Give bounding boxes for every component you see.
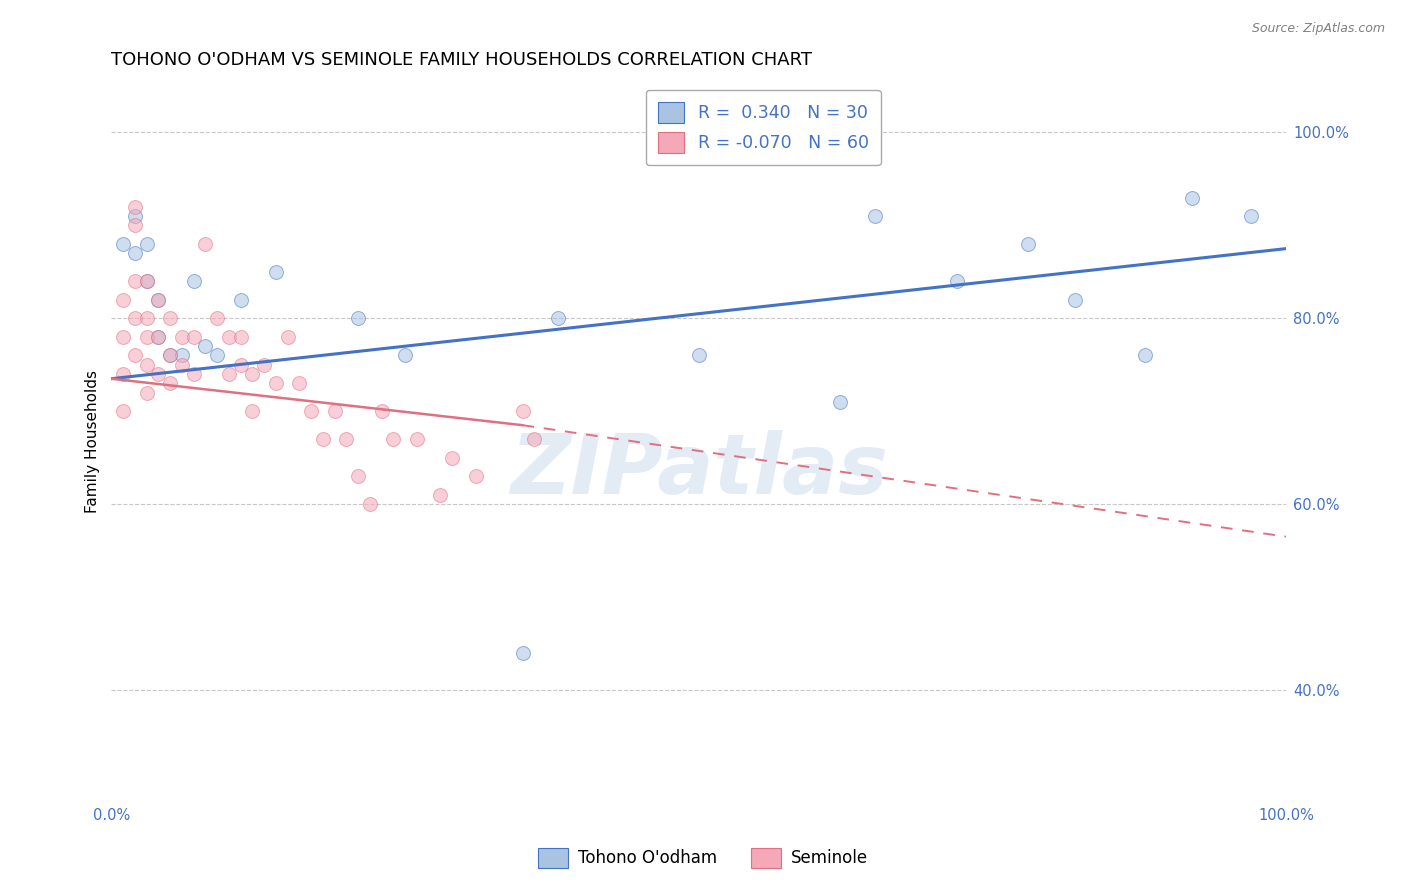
Point	[112, 237, 135, 252]
Point	[946, 274, 969, 288]
Point	[688, 349, 710, 363]
Point	[323, 404, 346, 418]
Point	[183, 274, 205, 288]
Point	[264, 265, 287, 279]
Point	[547, 311, 569, 326]
Point	[1133, 349, 1156, 363]
Point	[135, 274, 157, 288]
Point	[135, 330, 157, 344]
Point	[148, 293, 170, 307]
Point	[359, 497, 381, 511]
Text: TOHONO O'ODHAM VS SEMINOLE FAMILY HOUSEHOLDS CORRELATION CHART: TOHONO O'ODHAM VS SEMINOLE FAMILY HOUSEH…	[111, 51, 813, 69]
Point	[148, 330, 170, 344]
Point	[194, 237, 217, 252]
Point	[124, 209, 146, 223]
Point	[194, 339, 217, 353]
Legend: Tohono O'odham, Seminole: Tohono O'odham, Seminole	[531, 841, 875, 875]
Point	[148, 367, 170, 381]
Point	[229, 293, 252, 307]
Point	[335, 432, 357, 446]
Point	[148, 330, 170, 344]
Point	[148, 293, 170, 307]
Point	[405, 432, 427, 446]
Point	[124, 200, 146, 214]
Legend: R =  0.340   N = 30, R = -0.070   N = 60: R = 0.340 N = 30, R = -0.070 N = 60	[645, 90, 882, 165]
Point	[170, 349, 193, 363]
Point	[124, 349, 146, 363]
Point	[112, 330, 135, 344]
Point	[159, 376, 181, 391]
Point	[218, 367, 240, 381]
Point	[347, 311, 370, 326]
Point	[170, 330, 193, 344]
Point	[124, 274, 146, 288]
Point	[1017, 237, 1039, 252]
Point	[112, 404, 135, 418]
Point	[229, 330, 252, 344]
Point	[370, 404, 392, 418]
Point	[863, 209, 886, 223]
Point	[312, 432, 335, 446]
Point	[1181, 190, 1204, 204]
Point	[218, 330, 240, 344]
Point	[288, 376, 311, 391]
Point	[464, 469, 486, 483]
Point	[124, 246, 146, 260]
Point	[135, 274, 157, 288]
Point	[112, 367, 135, 381]
Point	[1063, 293, 1085, 307]
Point	[159, 349, 181, 363]
Point	[240, 404, 263, 418]
Point	[124, 311, 146, 326]
Point	[229, 358, 252, 372]
Point	[183, 367, 205, 381]
Point	[205, 349, 228, 363]
Point	[183, 330, 205, 344]
Point	[170, 358, 193, 372]
Point	[429, 488, 451, 502]
Point	[347, 469, 370, 483]
Point	[512, 404, 534, 418]
Point	[124, 219, 146, 233]
Point	[512, 646, 534, 660]
Point	[205, 311, 228, 326]
Point	[240, 367, 263, 381]
Point	[159, 311, 181, 326]
Point	[828, 395, 851, 409]
Text: Source: ZipAtlas.com: Source: ZipAtlas.com	[1251, 22, 1385, 36]
Point	[277, 330, 299, 344]
Point	[135, 385, 157, 400]
Point	[253, 358, 276, 372]
Text: ZIPatlas: ZIPatlas	[510, 430, 887, 511]
Point	[382, 432, 405, 446]
Point	[299, 404, 322, 418]
Point	[523, 432, 546, 446]
Point	[135, 358, 157, 372]
Point	[394, 349, 416, 363]
Point	[135, 237, 157, 252]
Point	[441, 450, 464, 465]
Y-axis label: Family Households: Family Households	[86, 370, 100, 513]
Point	[112, 293, 135, 307]
Point	[264, 376, 287, 391]
Point	[159, 349, 181, 363]
Point	[1240, 209, 1263, 223]
Point	[135, 311, 157, 326]
